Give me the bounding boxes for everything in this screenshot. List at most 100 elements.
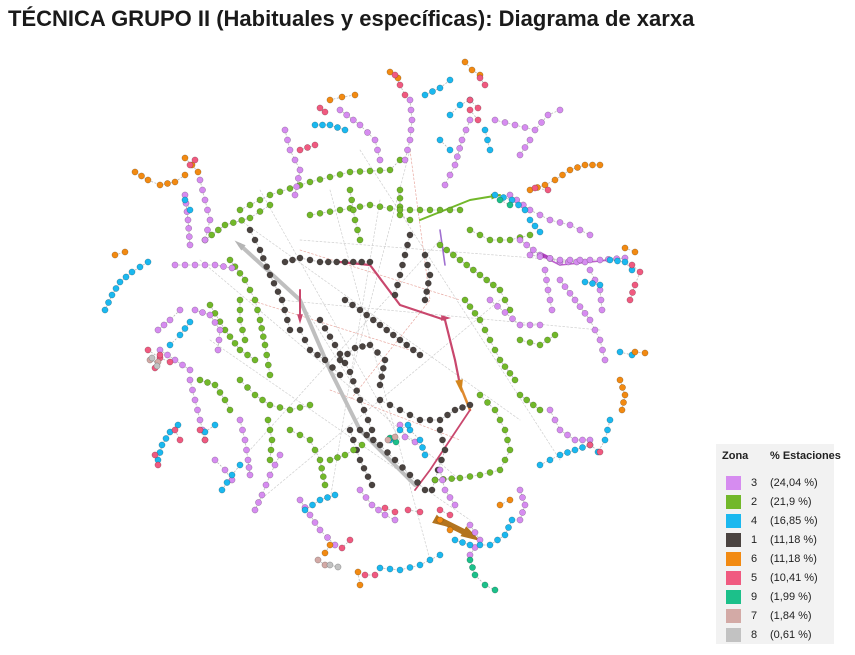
station-node	[176, 436, 184, 444]
station-node	[396, 186, 404, 194]
legend-pct: (24,04 %)	[770, 477, 818, 489]
station-node	[636, 268, 644, 276]
station-node	[111, 251, 119, 259]
station-node	[201, 196, 209, 204]
station-node	[186, 241, 194, 249]
station-node	[341, 126, 349, 134]
station-node	[306, 436, 314, 444]
station-node	[116, 278, 124, 286]
station-node	[526, 321, 534, 329]
station-node	[621, 244, 629, 252]
station-node	[239, 326, 246, 334]
station-node	[366, 201, 374, 209]
station-node	[101, 306, 109, 314]
station-node	[619, 384, 626, 391]
cross-link	[299, 249, 461, 301]
station-node	[523, 396, 531, 404]
station-node	[171, 426, 179, 434]
station-node	[386, 565, 394, 573]
station-node	[236, 416, 244, 424]
station-node	[346, 426, 354, 434]
station-node	[453, 153, 461, 161]
flow-edge	[439, 229, 446, 266]
station-node	[505, 524, 512, 531]
station-node	[226, 256, 234, 264]
station-node	[597, 296, 605, 304]
station-node	[274, 288, 282, 296]
station-node	[156, 181, 164, 189]
station-node	[121, 248, 129, 256]
station-node	[228, 471, 236, 479]
station-node	[294, 174, 302, 182]
station-node	[526, 231, 534, 239]
station-node	[251, 391, 259, 399]
station-node	[363, 431, 371, 439]
station-node	[536, 321, 544, 329]
legend-zone: 4	[751, 515, 758, 527]
station-node	[278, 296, 286, 304]
station-node	[456, 206, 464, 214]
station-node	[491, 116, 499, 124]
station-node	[160, 321, 168, 329]
flow-arrow	[234, 240, 246, 251]
page-title: TÉCNICA GRUPO II (Habituales y específic…	[8, 6, 695, 31]
station-node	[191, 156, 199, 164]
station-node	[416, 508, 424, 516]
station-node	[162, 435, 170, 442]
station-node	[456, 101, 464, 109]
station-node	[404, 146, 411, 154]
station-node	[263, 351, 271, 359]
station-node	[376, 381, 384, 389]
station-node	[451, 536, 459, 544]
station-node	[439, 476, 446, 484]
station-node	[341, 296, 349, 304]
station-node	[301, 336, 309, 344]
station-node	[426, 416, 434, 424]
station-node	[519, 494, 526, 501]
station-node	[321, 324, 329, 332]
station-node	[196, 176, 204, 184]
station-node	[356, 236, 364, 244]
station-node	[484, 399, 491, 406]
station-node	[108, 291, 116, 299]
station-node	[606, 256, 614, 264]
station-node	[446, 111, 454, 119]
cross-link	[249, 299, 411, 351]
station-node	[321, 481, 329, 489]
station-node	[179, 361, 186, 369]
station-node	[548, 306, 556, 314]
station-node	[368, 501, 376, 509]
station-node	[171, 178, 179, 186]
station-node	[326, 208, 334, 216]
station-node	[564, 449, 571, 456]
station-node	[509, 315, 516, 323]
station-node	[181, 171, 189, 179]
station-node	[396, 271, 404, 279]
legend-zone: 9	[751, 591, 758, 603]
station-node	[122, 273, 130, 281]
station-node	[449, 251, 457, 259]
station-node	[259, 254, 267, 262]
station-node	[586, 231, 594, 239]
station-node	[346, 536, 354, 544]
station-node	[316, 526, 324, 534]
station-node	[516, 236, 524, 244]
station-node	[236, 269, 244, 277]
legend-swatch	[726, 609, 741, 623]
station-node	[266, 456, 274, 464]
station-node	[348, 196, 356, 204]
station-node	[541, 181, 549, 189]
station-node	[306, 256, 314, 264]
station-node	[211, 421, 219, 429]
station-node	[376, 564, 384, 572]
station-node	[241, 436, 249, 444]
station-node	[351, 216, 359, 224]
station-node	[341, 258, 349, 266]
station-node	[243, 446, 250, 454]
station-node	[316, 176, 324, 183]
station-node	[436, 136, 444, 144]
station-node	[471, 529, 479, 536]
station-node	[389, 331, 397, 339]
station-node	[526, 339, 534, 346]
station-node	[436, 206, 444, 214]
